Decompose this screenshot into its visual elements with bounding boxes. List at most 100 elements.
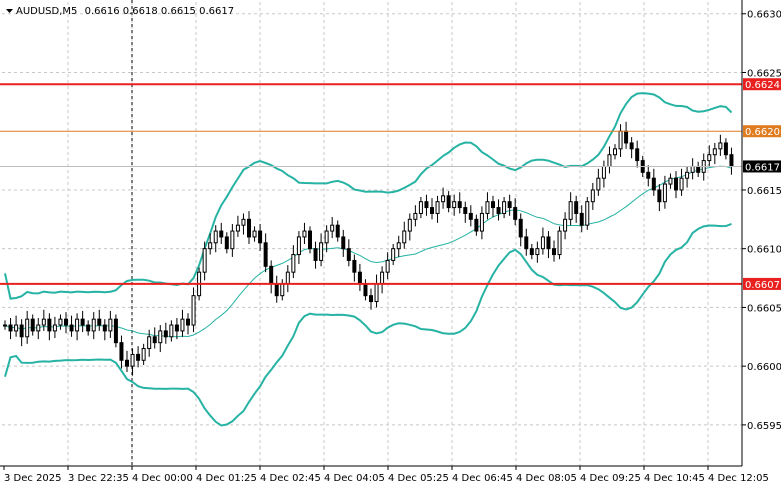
candle-body: [113, 318, 118, 344]
candle-body: [607, 154, 612, 167]
svg-text:AUDUSD,M5 0.6616 0.6618: AUDUSD,M5 0.6616 0.6618 0.6615 0.6617: [16, 6, 234, 17]
candle-body: [108, 318, 113, 332]
candle: [540, 227, 545, 255]
candle: [546, 231, 551, 259]
candle-body: [391, 248, 396, 261]
candle-body: [152, 336, 157, 344]
candle-body: [624, 130, 629, 144]
candle: [308, 226, 312, 254]
candle: [651, 168, 656, 196]
candle-body: [341, 236, 346, 250]
candle-body: [52, 324, 57, 332]
candle: [385, 252, 390, 280]
candle-body: [557, 230, 562, 256]
moving-average-line: [4, 165, 732, 338]
candle: [674, 171, 678, 199]
candle: [590, 182, 595, 210]
candle-body: [507, 201, 512, 209]
candle-body: [302, 230, 307, 238]
candle-body: [723, 142, 728, 156]
candle: [258, 224, 263, 252]
candle-body: [3, 324, 7, 327]
candle: [518, 213, 523, 247]
candle-body: [524, 236, 529, 250]
candle: [635, 140, 640, 168]
candle: [97, 309, 102, 331]
candle: [58, 314, 63, 330]
candle: [141, 343, 146, 365]
candle: [75, 313, 80, 341]
dropdown-triangle-icon[interactable]: [6, 9, 13, 13]
candle: [202, 241, 207, 281]
candle: [563, 212, 568, 240]
candle-body: [346, 248, 351, 261]
candle-body: [363, 283, 368, 297]
candle: [618, 124, 623, 158]
current-price-badge: [743, 160, 781, 173]
candle-body: [668, 177, 673, 185]
candle-body: [446, 195, 451, 209]
candle: [607, 146, 612, 174]
candle: [391, 243, 396, 266]
candle-body: [208, 242, 213, 250]
candle: [402, 221, 407, 249]
candle: [668, 173, 673, 189]
candle-body: [424, 201, 429, 209]
candle-body: [413, 212, 418, 220]
candle: [718, 134, 723, 156]
candle-body: [252, 230, 257, 238]
candle-body: [457, 201, 462, 209]
candle-body: [8, 324, 13, 332]
candle-body: [430, 207, 434, 214]
candle: [19, 319, 24, 347]
candle-body: [324, 230, 329, 244]
y-tick-label: 0.6615: [747, 186, 781, 197]
candle-body: [80, 318, 85, 326]
x-tick-label: 3 Dec 22:35: [68, 473, 129, 484]
candle-body: [97, 318, 102, 326]
candle-body: [47, 318, 52, 332]
x-axis: 3 Dec 2025 3 Dec 22:35 4 Dec 00:00 4 Dec 01…: [3, 466, 769, 484]
candle: [191, 287, 196, 333]
candle-body: [163, 330, 168, 338]
candle-body: [657, 189, 662, 203]
candle: [136, 346, 141, 368]
candle: [685, 166, 690, 188]
candle: [374, 274, 379, 308]
candle-body: [518, 218, 523, 238]
x-tick-label: 4 Dec 04:05: [324, 473, 385, 484]
candle: [91, 312, 96, 340]
candle-body: [235, 224, 240, 232]
candle-body: [540, 236, 545, 250]
candle: [502, 196, 507, 219]
candle-body: [202, 248, 207, 273]
candle: [252, 226, 257, 242]
candle: [468, 205, 473, 227]
price-badges: 0.6624 0.6620 0.6607 0.6617: [743, 78, 781, 291]
candle-body: [319, 242, 324, 261]
candle-body: [396, 242, 401, 250]
candle: [513, 198, 518, 226]
candle-body: [696, 165, 701, 173]
candle: [701, 153, 706, 181]
candle: [130, 348, 135, 376]
candle-body: [662, 183, 667, 203]
candle-body: [385, 259, 390, 273]
candle: [302, 222, 307, 244]
candle-body: [357, 271, 362, 285]
candle: [363, 279, 368, 301]
bollinger-bands: [4, 92, 733, 427]
candle: [729, 147, 734, 175]
candle: [507, 194, 512, 216]
candle-body: [463, 207, 468, 214]
candle-body: [25, 318, 30, 338]
candle-body: [130, 353, 135, 367]
candle: [125, 350, 129, 373]
candle: [230, 224, 235, 257]
candle: [208, 233, 213, 255]
candle: [396, 235, 401, 257]
candle-body: [308, 230, 312, 250]
candle: [552, 240, 556, 262]
candle: [241, 213, 246, 235]
